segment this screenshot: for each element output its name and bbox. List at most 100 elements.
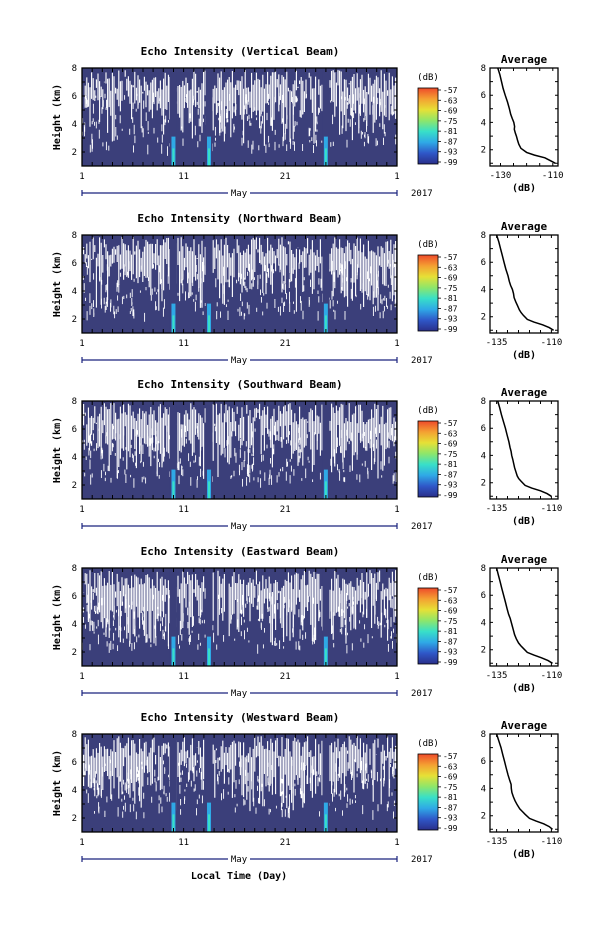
y-tick-label: 8	[72, 564, 77, 574]
year-label: 2017	[411, 522, 433, 532]
avg-y-tick-label: 6	[481, 258, 486, 268]
avg-y-tick-label: 2	[481, 646, 486, 656]
streak-bg	[322, 235, 330, 333]
y-tick-label: 4	[72, 287, 77, 297]
colorbar-tick-label: -57	[443, 586, 458, 595]
streak-core	[324, 648, 327, 666]
x-tick-label: 1	[394, 339, 399, 349]
avg-x-tick-label: -135	[486, 671, 508, 681]
avg-y-tick-label: 4	[481, 784, 486, 794]
avg-profile-line	[496, 400, 552, 497]
avg-y-tick-label: 8	[481, 397, 486, 407]
y-tick-label: 6	[72, 425, 77, 435]
avg-ticks	[490, 67, 558, 166]
y-tick-label: 4	[72, 120, 77, 130]
y-axis-label: Height (km)	[51, 750, 63, 816]
month-label: May	[231, 689, 248, 699]
streak-bg	[322, 68, 330, 166]
plot-frame	[81, 67, 398, 167]
colorbar-tick-label: -81	[443, 460, 458, 469]
year-label: 2017	[411, 855, 433, 865]
colorbar-tick-label: -63	[443, 596, 458, 605]
x-tick-label: 1	[79, 172, 84, 182]
x-tick-label: 11	[178, 339, 189, 349]
streak-core	[324, 481, 327, 499]
year-label: 2017	[411, 689, 433, 699]
avg-x-tick-label: -110	[541, 338, 563, 348]
avg-x-tick-label: -130	[490, 171, 512, 181]
x-tick-label: 1	[79, 505, 84, 515]
month-bar-gap	[228, 687, 250, 697]
month-label: May	[231, 522, 248, 532]
avg-y-tick-label: 4	[481, 618, 486, 628]
avg-title: Average	[501, 53, 548, 66]
heatmap	[82, 235, 397, 333]
streak-bg	[322, 568, 330, 666]
colorbar-tick-label: -75	[443, 783, 458, 792]
x-tick-label: 1	[79, 339, 84, 349]
colorbar-tick-label: -99	[443, 491, 458, 500]
year-label: 2017	[411, 356, 433, 366]
streak-bg	[169, 68, 177, 166]
streak-core	[208, 814, 211, 832]
x-tick-label: 1	[79, 672, 84, 682]
streak-bg	[322, 401, 330, 499]
plot-frame	[81, 400, 398, 500]
month-bar-gap	[228, 520, 250, 530]
panel: Echo Intensity (Vertical Beam) 2 4 6 8 Height…	[51, 45, 564, 199]
panel: Echo Intensity (Eastward Beam) 2 4 6 8 Height…	[51, 545, 562, 699]
avg-y-tick-label: 8	[481, 564, 486, 574]
avg-ticks	[490, 234, 558, 333]
x-tick-label: 21	[280, 172, 291, 182]
avg-x-tick-label: -110	[541, 837, 563, 847]
avg-title: Average	[501, 553, 548, 566]
avg-y-tick-label: 2	[481, 313, 486, 323]
y-axis-label: Height (km)	[51, 584, 63, 650]
y-tick-label: 8	[72, 730, 77, 740]
streak-bg	[205, 235, 213, 333]
month-bar-gap	[228, 354, 250, 364]
x-tick-label: 11	[178, 672, 189, 682]
avg-y-tick-label: 2	[481, 812, 486, 822]
streak-core	[208, 148, 211, 166]
streak-core	[172, 814, 175, 832]
avg-x-label: (dB)	[512, 516, 536, 527]
avg-y-tick-label: 4	[481, 118, 486, 128]
avg-x-tick-label: -135	[486, 837, 508, 847]
y-tick-label: 4	[72, 786, 77, 796]
plot-frame	[81, 733, 398, 833]
heatmap	[82, 568, 397, 666]
streak-bg	[205, 734, 213, 832]
avg-frame	[489, 733, 559, 833]
y-tick-label: 6	[72, 259, 77, 269]
avg-frame	[489, 400, 559, 500]
ticks	[81, 234, 398, 334]
avg-y-tick-label: 4	[481, 285, 486, 295]
avg-x-tick-label: -135	[486, 504, 508, 514]
y-tick-label: 6	[72, 592, 77, 602]
avg-y-tick-label: 6	[481, 424, 486, 434]
streak-core	[172, 315, 175, 333]
no-data-mask	[83, 758, 395, 820]
colorbar	[417, 753, 439, 831]
x-tick-label: 11	[178, 172, 189, 182]
ticks	[81, 733, 398, 833]
month-bar-gap	[228, 853, 250, 863]
x-tick-label: 21	[280, 672, 291, 682]
colorbar-tick-label: -81	[443, 294, 458, 303]
streak-bg	[205, 68, 213, 166]
colorbar-tick-label: -87	[443, 637, 458, 646]
colorbar-unit: (dB)	[417, 406, 439, 416]
x-tick-label: 21	[280, 339, 291, 349]
y-tick-label: 8	[72, 397, 77, 407]
avg-y-tick-label: 8	[481, 231, 486, 241]
x-tick-label: 1	[394, 838, 399, 848]
avg-ticks	[490, 400, 558, 499]
avg-x-tick-label: -110	[542, 171, 564, 181]
plot-frame	[81, 567, 398, 667]
avg-x-label: (dB)	[512, 183, 536, 194]
avg-ticks	[490, 567, 558, 666]
colorbar	[417, 254, 439, 332]
avg-y-tick-label: 8	[481, 730, 486, 740]
colorbar-unit: (dB)	[417, 240, 439, 250]
